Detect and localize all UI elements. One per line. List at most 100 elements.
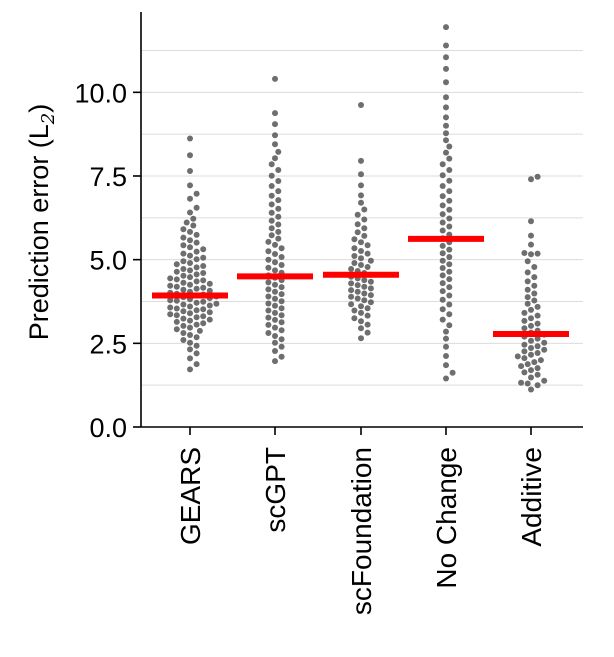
data-point	[193, 307, 200, 314]
data-point	[358, 248, 364, 254]
data-point	[358, 199, 364, 206]
data-point	[275, 228, 282, 235]
data-point	[173, 268, 180, 275]
data-point	[275, 235, 282, 242]
data-point	[534, 365, 541, 372]
data-point	[354, 229, 361, 236]
data-point	[193, 342, 200, 349]
data-point	[367, 292, 374, 299]
data-point	[167, 311, 174, 318]
data-point	[439, 227, 446, 234]
data-point	[443, 375, 449, 382]
data-point	[531, 290, 538, 297]
data-point	[173, 326, 180, 333]
data-point	[534, 312, 541, 319]
data-point	[534, 371, 541, 378]
x-tick-label: scGPT	[260, 447, 291, 533]
data-point	[446, 206, 453, 213]
data-point	[180, 226, 187, 233]
data-point	[351, 236, 358, 243]
data-point	[180, 315, 187, 322]
data-point	[439, 250, 446, 257]
data-point	[446, 246, 453, 253]
data-point	[528, 218, 534, 225]
data-point	[180, 279, 187, 286]
data-point	[351, 307, 358, 314]
data-point	[268, 232, 275, 239]
data-point	[443, 79, 449, 86]
data-point	[524, 278, 531, 285]
data-point	[446, 254, 453, 260]
data-point	[272, 333, 278, 339]
data-point	[278, 336, 285, 343]
data-point	[193, 285, 200, 292]
data-point	[272, 141, 278, 148]
data-point	[200, 254, 207, 261]
data-point	[446, 284, 453, 291]
data-point	[187, 135, 193, 142]
axes	[140, 12, 583, 428]
data-point	[443, 362, 449, 369]
data-point	[278, 298, 285, 305]
data-point	[367, 257, 374, 264]
data-point	[524, 294, 531, 301]
data-point	[268, 172, 275, 179]
data-point	[187, 274, 193, 281]
data-point	[348, 293, 355, 300]
data-point	[361, 297, 368, 304]
data-point	[439, 183, 446, 189]
data-point	[528, 306, 534, 313]
y-tick-label: 10.0	[74, 78, 127, 108]
data-point	[439, 280, 446, 287]
data-points	[167, 24, 548, 393]
data-point	[272, 155, 278, 162]
data-point	[272, 121, 278, 128]
data-point	[446, 143, 453, 150]
data-point	[272, 281, 278, 288]
data-point	[193, 361, 200, 368]
data-point	[167, 282, 174, 289]
data-point	[275, 197, 282, 204]
data-point	[531, 282, 538, 289]
data-point	[446, 188, 453, 195]
data-point	[439, 211, 446, 218]
data-point	[196, 327, 203, 334]
data-point	[443, 130, 449, 137]
data-point	[446, 155, 453, 162]
data-point	[358, 102, 364, 108]
data-point	[193, 248, 200, 255]
data-point	[187, 182, 193, 189]
data-point	[531, 297, 538, 304]
data-point	[187, 260, 193, 266]
data-point	[521, 369, 528, 376]
data-point	[167, 275, 174, 282]
data-point	[265, 238, 272, 245]
data-point	[439, 202, 446, 209]
data-point	[167, 297, 174, 304]
data-point	[361, 277, 368, 284]
x-tick-label: Additive	[516, 447, 547, 547]
data-point	[173, 283, 180, 290]
data-point	[361, 225, 368, 232]
data-point	[187, 332, 193, 338]
data-point	[528, 315, 534, 322]
data-point	[446, 311, 453, 318]
data-point	[528, 251, 534, 258]
data-point	[439, 265, 446, 271]
data-point	[528, 322, 534, 329]
data-point	[521, 355, 528, 362]
data-point	[446, 261, 453, 268]
data-point	[348, 280, 355, 287]
data-point	[278, 291, 285, 298]
data-point	[534, 335, 541, 342]
data-point	[272, 348, 278, 354]
data-point	[364, 242, 371, 249]
data-point	[200, 298, 207, 305]
data-point	[272, 358, 278, 365]
median-markers	[152, 235, 569, 337]
data-point	[534, 350, 541, 356]
data-point	[354, 282, 361, 289]
data-point	[528, 241, 534, 248]
data-point	[351, 260, 358, 266]
data-point	[272, 251, 278, 257]
